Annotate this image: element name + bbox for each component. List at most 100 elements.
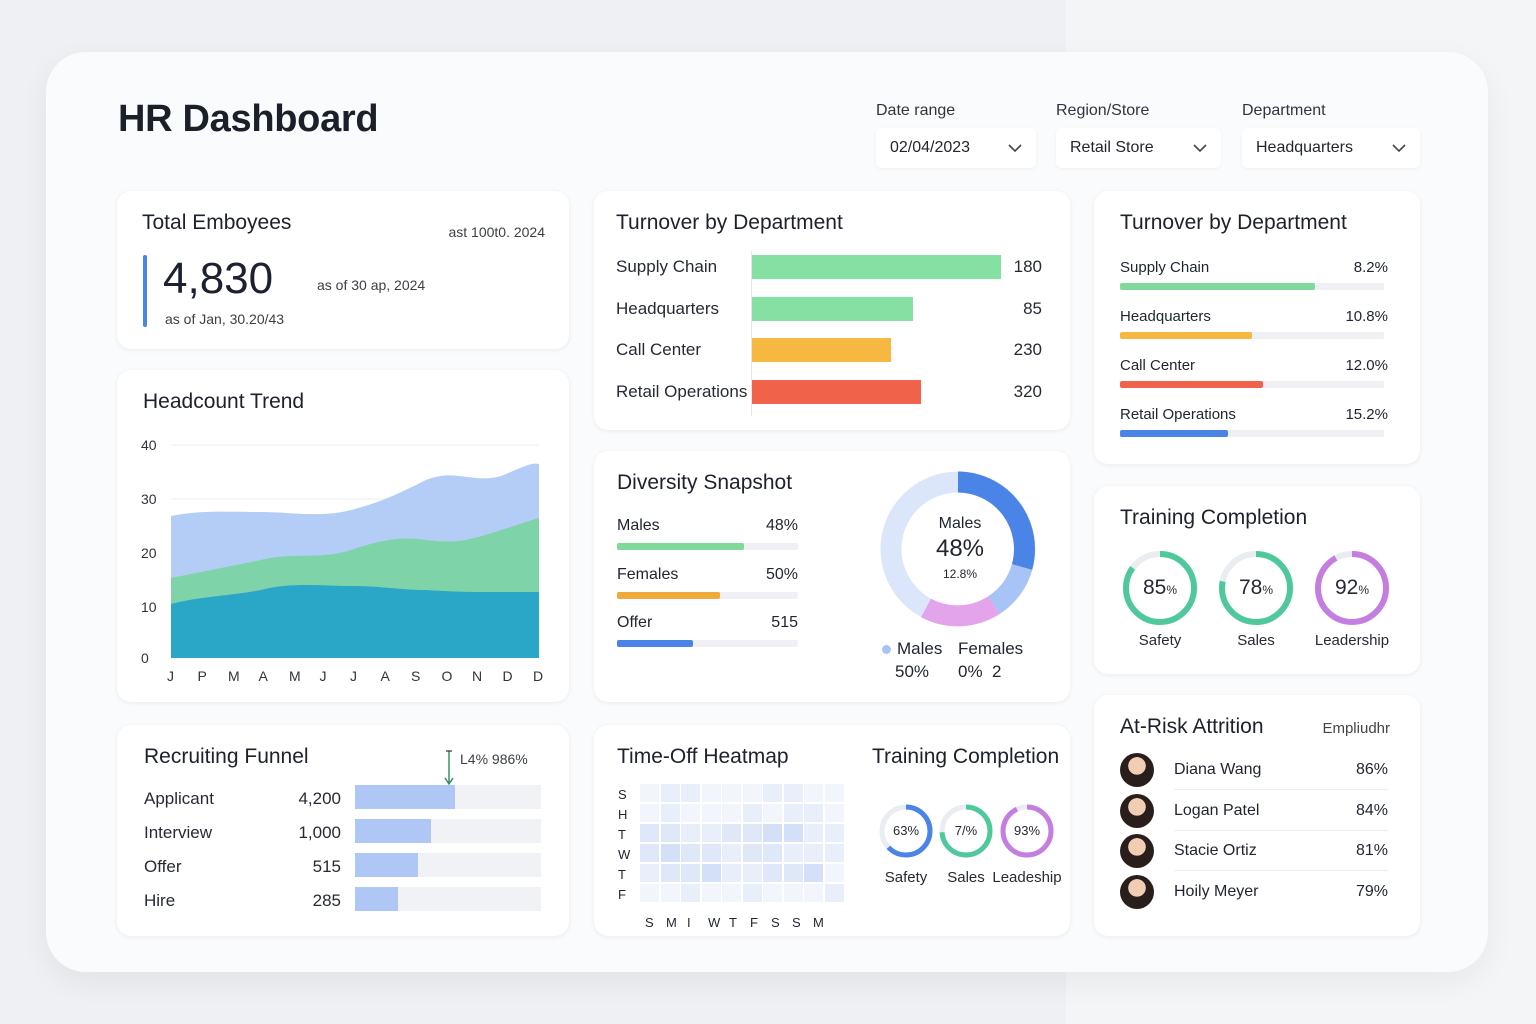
x-tick-label: N bbox=[472, 668, 483, 684]
heatmap-cell bbox=[681, 884, 700, 902]
heatmap-cell bbox=[722, 864, 741, 882]
heatmap-cell bbox=[681, 784, 700, 802]
funnel-stage-value: 1,000 bbox=[298, 823, 341, 842]
heatmap-cell bbox=[681, 804, 700, 822]
avatar bbox=[1120, 753, 1154, 787]
heatmap-cell bbox=[701, 884, 721, 902]
diversity-track bbox=[617, 640, 798, 647]
rate-track bbox=[1120, 381, 1384, 388]
turnover-rates-title: Turnover by Department bbox=[1120, 211, 1347, 234]
recruiting-note: L4% 986% bbox=[460, 751, 528, 767]
employee-name[interactable]: Stacie Ortiz bbox=[1174, 842, 1257, 859]
gauge-value: 78% bbox=[1211, 576, 1301, 600]
department-label: Headquarters bbox=[1120, 308, 1211, 325]
date-range-select[interactable]: 02/04/2023 bbox=[876, 128, 1036, 168]
employee-name[interactable]: Logan Patel bbox=[1174, 801, 1260, 819]
gauge-number: 85 bbox=[1142, 576, 1167, 599]
dashboard-frame: HR Dashboard Date range 02/04/2023 Regio… bbox=[46, 52, 1488, 972]
department-select[interactable]: Headquarters bbox=[1242, 128, 1420, 168]
heatmap-cell bbox=[640, 824, 659, 842]
turnover-rate: 15.2% bbox=[1345, 406, 1388, 423]
heatmap-cell bbox=[660, 844, 680, 862]
gauge-unit: % bbox=[1358, 583, 1370, 597]
gauge-arc bbox=[1000, 804, 1054, 858]
region-select[interactable]: Retail Store bbox=[1056, 128, 1221, 168]
attrition-card: At-Risk Attrition Empliudhr Diana Wang 86… bbox=[1094, 695, 1420, 936]
gauge-ring bbox=[1315, 551, 1389, 625]
gauge-label: Leadership bbox=[1314, 632, 1390, 649]
heatmap-cell bbox=[783, 864, 803, 882]
department-value: Headquarters bbox=[1256, 139, 1353, 156]
heatmap-cell bbox=[742, 844, 762, 862]
gauge-label: Leadeship bbox=[992, 869, 1062, 886]
department-label: Department bbox=[1242, 102, 1326, 119]
employee-name[interactable]: Diana Wang bbox=[1174, 761, 1262, 778]
arrow-down-icon bbox=[444, 750, 454, 786]
turnover-count: 230 bbox=[1013, 340, 1042, 359]
legend-dot bbox=[882, 645, 891, 654]
chevron-down-icon bbox=[1392, 143, 1406, 152]
region-label: Region/Store bbox=[1056, 102, 1150, 119]
heatmap-col-label: S bbox=[771, 915, 780, 930]
total-employees-title: Total Emboyees bbox=[142, 211, 292, 234]
accent-bar bbox=[143, 255, 147, 327]
diversity-track bbox=[617, 543, 798, 550]
headcount-trend-title: Headcount Trend bbox=[143, 390, 305, 413]
employee-name[interactable]: Hoily Meyer bbox=[1174, 882, 1259, 900]
gauge-ring bbox=[1123, 551, 1197, 625]
funnel-stage-label: Offer bbox=[144, 857, 182, 876]
axis-line bbox=[751, 251, 752, 416]
x-tick-label: A bbox=[258, 668, 268, 684]
rate-fill bbox=[1120, 283, 1316, 290]
heatmap-cell bbox=[640, 884, 659, 902]
heatmap-cell bbox=[722, 784, 741, 802]
heatmap-cell bbox=[763, 884, 782, 902]
funnel-stage-label: Applicant bbox=[144, 789, 214, 808]
legend-males-value: 50% bbox=[895, 662, 930, 681]
heatmap-cell bbox=[640, 804, 659, 822]
turnover-count: 85 bbox=[1023, 298, 1042, 318]
heatmap-cell bbox=[824, 844, 844, 862]
x-tick-label: M bbox=[289, 668, 301, 684]
attrition-title: At-Risk Attrition bbox=[1120, 715, 1264, 738]
heatmap-cell bbox=[824, 804, 844, 822]
diversity-card: Diversity Snapshot Males 48% Females 50% Off… bbox=[594, 451, 1070, 702]
training-bottom-title: Training Completion bbox=[872, 745, 1060, 768]
total-employees-top-note: ast 100t0. 2024 bbox=[448, 224, 545, 240]
heatmap-cell bbox=[783, 884, 803, 902]
area-series-bottom bbox=[171, 585, 539, 658]
heatmap-col-label: S bbox=[645, 915, 654, 930]
turnover-count: 180 bbox=[1013, 257, 1042, 276]
department-label: Supply Chain bbox=[616, 257, 718, 276]
heatmap-cell bbox=[783, 824, 803, 842]
funnel-stage-value: 285 bbox=[312, 891, 341, 910]
heatmap-cell bbox=[681, 824, 700, 842]
gauge-number: 7/% bbox=[954, 823, 978, 838]
heatmap-cell bbox=[701, 824, 721, 842]
heatmap-row-label: T bbox=[618, 827, 626, 842]
recruiting-funnel-title: Recruiting Funnel bbox=[144, 745, 309, 768]
heatmap-col-label: F bbox=[750, 915, 758, 930]
x-tick-label: O bbox=[441, 668, 453, 684]
gauge-value: 93% bbox=[982, 823, 1072, 838]
diversity-fill bbox=[617, 591, 721, 599]
heatmap-cell bbox=[660, 824, 680, 842]
total-employees-card: Total Emboyees ast 100t0. 2024 4,830 as … bbox=[117, 191, 569, 349]
heatmap-cell bbox=[722, 844, 741, 862]
heatmap-cell bbox=[701, 784, 721, 802]
row-divider bbox=[1174, 789, 1388, 790]
date-range-label: Date range bbox=[876, 102, 956, 119]
heatmap-cell bbox=[763, 784, 782, 802]
attrition-risk: 79% bbox=[1355, 882, 1388, 900]
gauge-label: Sales bbox=[947, 869, 985, 886]
donut-center-value: 48% bbox=[935, 535, 985, 562]
funnel-stage-value: 4,200 bbox=[298, 789, 341, 808]
training-top-title: Training Completion bbox=[1120, 506, 1308, 529]
heatmap-cell bbox=[660, 884, 680, 902]
heatmap-title: Time-Off Heatmap bbox=[617, 745, 789, 768]
y-tick-label: 20 bbox=[141, 545, 157, 561]
diversity-donut bbox=[880, 471, 1036, 627]
heatmap-cell bbox=[804, 824, 823, 842]
heatmap-cell bbox=[640, 864, 659, 882]
gauge-number: 78 bbox=[1238, 576, 1263, 599]
